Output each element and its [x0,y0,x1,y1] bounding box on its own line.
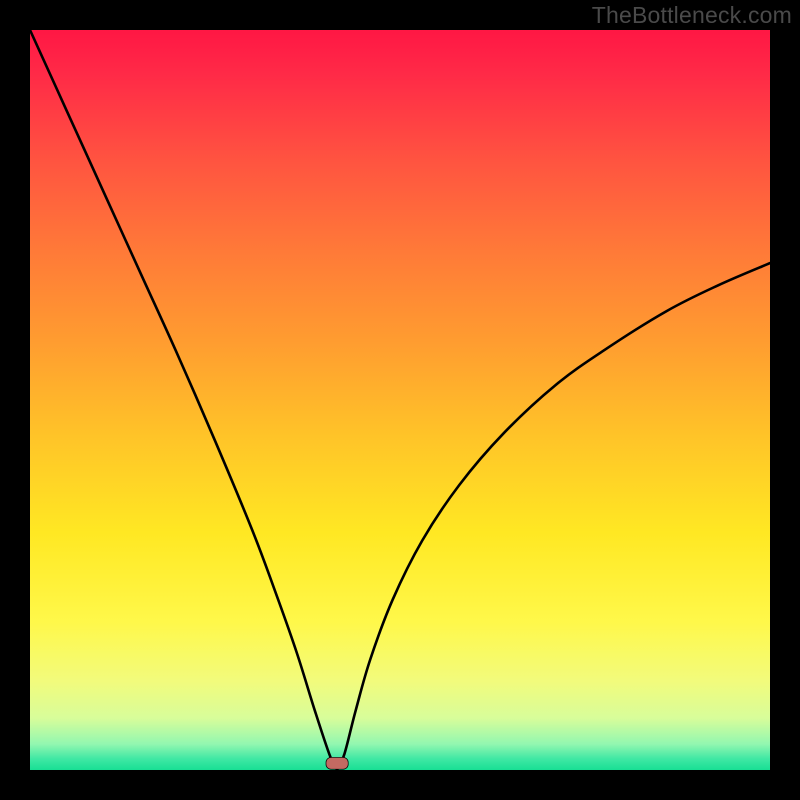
watermark-text: TheBottleneck.com [592,2,792,29]
minimum-marker [326,757,348,769]
plot-background-gradient [30,30,770,770]
bottleneck-chart [0,0,800,800]
